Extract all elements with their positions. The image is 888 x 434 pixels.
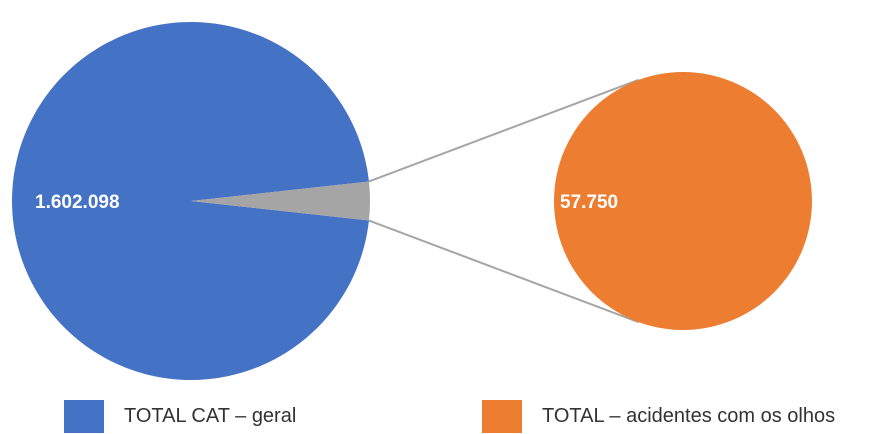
- legend-label-acidentes-olhos: TOTAL – acidentes com os olhos: [542, 404, 836, 427]
- chart-marks: [11, 22, 812, 380]
- connector-line-top: [368, 78, 640, 183]
- legend-item-acidentes-olhos: TOTAL – acidentes com os olhos: [482, 398, 835, 434]
- legend-item-total-cat: TOTAL CAT – geral: [64, 398, 296, 434]
- data-label-total-cat: 1.602.098: [35, 192, 120, 213]
- legend-label-total-cat: TOTAL CAT – geral: [124, 404, 297, 427]
- legend-swatch-total-cat: [64, 399, 104, 433]
- data-label-acidentes-olhos: 57.750: [560, 192, 618, 213]
- pie-slice-acidentes-olhos: [554, 72, 812, 330]
- pie-slice-split-wedge: [191, 181, 370, 221]
- pie-slice-total-cat: [11, 22, 369, 380]
- connector-line-bottom: [368, 219, 640, 324]
- legend-swatch-acidentes-olhos: [482, 399, 522, 433]
